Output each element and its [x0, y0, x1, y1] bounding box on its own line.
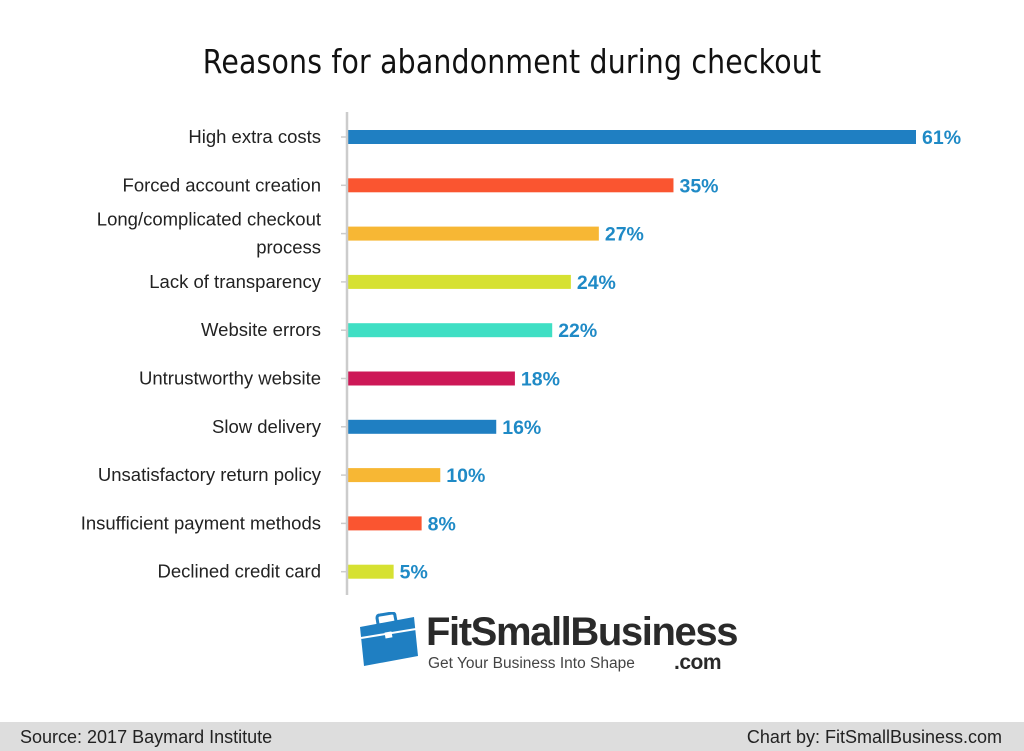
value-label: 24%	[577, 272, 616, 294]
brand-name: FitSmallBusiness	[426, 610, 738, 654]
value-label: 8%	[428, 513, 456, 535]
bar-insufficient-payment-methods	[347, 516, 422, 531]
value-label: 18%	[521, 369, 560, 391]
source-note: Source: 2017 Baymard Institute	[20, 727, 273, 747]
chart-credit: Chart by: FitSmallBusiness.com	[746, 727, 1002, 747]
bars-layer: High extra costs 61% Forced account creati…	[81, 126, 961, 584]
bar-untrustworthy-website	[347, 371, 515, 386]
bar-high-extra-costs	[347, 130, 916, 144]
brand-domain: .com	[674, 651, 722, 674]
bar-forced-account-creation	[347, 178, 674, 193]
category-label: Unsatisfactory return policy	[98, 464, 322, 485]
bar-lack-of-transparency	[347, 274, 571, 289]
category-label: Lack of transparency	[149, 271, 321, 292]
footer-bar: Source: 2017 Baymard Institute Chart by:…	[0, 722, 1024, 751]
briefcase-icon	[360, 612, 418, 666]
bar-slow-delivery	[347, 419, 497, 434]
value-label: 16%	[502, 417, 541, 439]
category-label: Forced account creation	[123, 174, 321, 195]
bar-chart: High extra costs 61% Forced account creati…	[81, 112, 961, 595]
value-label: 5%	[400, 562, 428, 584]
category-label: Untrustworthy website	[139, 368, 321, 389]
category-label: Website errors	[201, 319, 321, 340]
chart-title: Reasons for abandonment during checkout	[202, 42, 822, 81]
bar-unsatisfactory-return-policy	[347, 468, 441, 483]
brand-logo: FitSmallBusiness Get Your Business Into …	[354, 610, 738, 674]
category-label: Slow delivery	[212, 416, 322, 437]
category-label: High extra costs	[188, 126, 321, 147]
category-label: Insufficient payment methods	[81, 512, 321, 533]
bar-long-complicated-checkout-process	[347, 226, 599, 241]
value-label: 10%	[446, 465, 485, 487]
brand-tagline: Get Your Business Into Shape	[428, 655, 635, 672]
bar-website-errors	[347, 323, 553, 338]
value-label: 61%	[922, 127, 961, 149]
value-label: 35%	[679, 175, 718, 197]
bar-declined-credit-card	[347, 564, 394, 579]
category-label: Long/complicated checkout process	[97, 209, 321, 258]
category-label: Declined credit card	[158, 561, 322, 582]
value-label: 27%	[605, 224, 644, 246]
value-label: 22%	[558, 320, 597, 342]
